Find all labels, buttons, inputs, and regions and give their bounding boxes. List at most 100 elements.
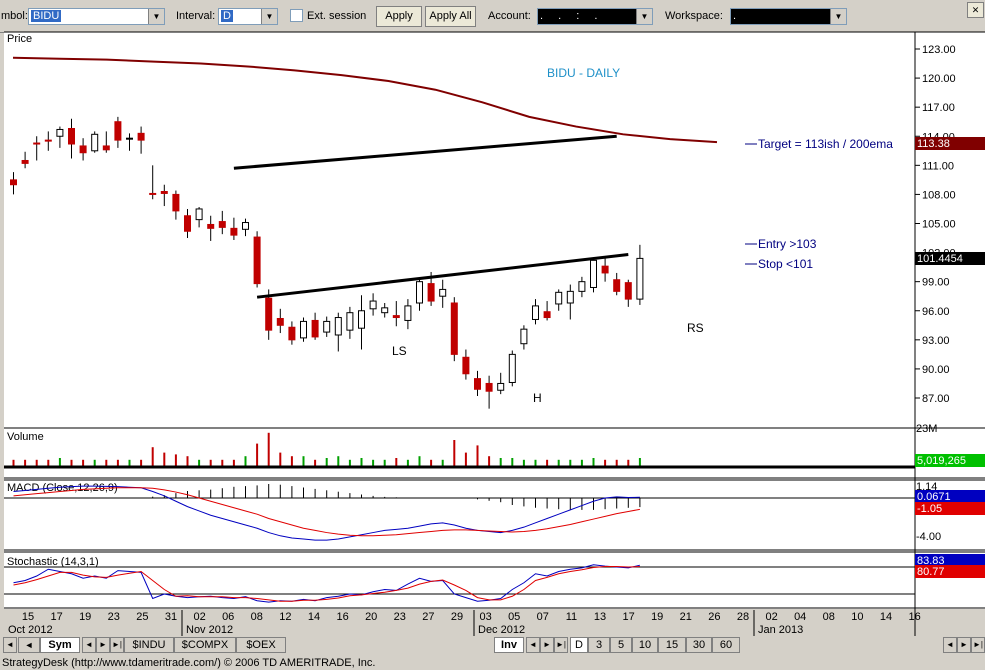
chevron-right-end-icon[interactable]: ►|	[971, 637, 985, 653]
x-tick-label: 14	[308, 611, 320, 623]
chevron-right-icon[interactable]: ►	[96, 637, 110, 653]
interval-tab-60[interactable]: 60	[712, 637, 740, 653]
interval-tab-10[interactable]: 10	[632, 637, 658, 653]
candle-body	[207, 223, 215, 229]
interval-tab-d[interactable]: D	[570, 637, 588, 653]
chevron-down-icon[interactable]: ▼	[636, 9, 652, 24]
candle-body	[149, 192, 157, 195]
candle-body	[160, 191, 168, 194]
tab-scroll-prev[interactable]: ◄	[18, 637, 40, 653]
entry-annotation: Entry >103	[758, 237, 817, 251]
close-icon[interactable]: ✕	[967, 2, 984, 18]
x-tick-label: 17	[50, 611, 62, 623]
x-month-label: Dec 2012	[478, 624, 525, 636]
x-tick-label: 04	[794, 611, 806, 623]
candle-body	[91, 133, 99, 152]
candle-body	[230, 227, 238, 236]
price-tick-label: 90.00	[922, 364, 950, 376]
interval-combo[interactable]: D ▼	[218, 8, 278, 25]
x-tick-label: 11	[566, 611, 577, 623]
candle-body	[439, 288, 447, 297]
symbol-value: BIDU	[31, 10, 62, 22]
ls-label: LS	[392, 344, 407, 358]
candle-body	[265, 297, 273, 331]
x-tick-label: 25	[136, 611, 148, 623]
tab-inv[interactable]: Inv	[494, 637, 524, 653]
interval-tab-5[interactable]: 5	[610, 637, 632, 653]
chevron-right-end-icon[interactable]: ►|	[554, 637, 568, 653]
stoch-badge-red-bg	[915, 565, 985, 578]
candle-body	[311, 319, 319, 338]
ext-session-checkbox[interactable]	[290, 9, 303, 22]
x-tick-label: 28	[737, 611, 749, 623]
candle-body	[334, 317, 342, 336]
interval-tab-3[interactable]: 3	[588, 637, 610, 653]
tab-sym[interactable]: Sym	[40, 637, 80, 653]
stochastic-panel-label: Stochastic (14,3,1)	[7, 556, 99, 568]
rs-label: RS	[687, 321, 704, 335]
interval-tab-30[interactable]: 30	[686, 637, 712, 653]
chevron-right-icon[interactable]: ►	[957, 637, 971, 653]
chevron-left-icon[interactable]: ◄	[943, 637, 957, 653]
status-bar: StrategyDesk (http://www.tdameritrade.co…	[0, 656, 985, 670]
chevron-down-icon[interactable]: ▼	[830, 9, 846, 24]
candle-body	[601, 265, 609, 274]
price-tick-label: 117.00	[922, 102, 955, 114]
candle-body	[184, 215, 191, 232]
x-tick-label: 21	[680, 611, 692, 623]
x-tick-label: 02	[765, 611, 777, 623]
symbol-label: mbol:	[1, 10, 28, 22]
candle-body	[79, 145, 87, 154]
interval-tab-15[interactable]: 15	[658, 637, 686, 653]
candle-body	[427, 283, 435, 302]
chevron-right-end-icon[interactable]: ►|	[110, 637, 124, 653]
x-tick-label: 19	[79, 611, 91, 623]
chevron-right-icon[interactable]: ►	[540, 637, 554, 653]
candle-body	[404, 305, 412, 321]
x-tick-label: 27	[422, 611, 434, 623]
price-panel-label: Price	[7, 33, 32, 45]
price-tick-label: 93.00	[922, 335, 950, 347]
chevron-left-icon[interactable]: ◄	[82, 637, 96, 653]
candle-body	[624, 282, 632, 300]
candle-body	[578, 281, 586, 292]
workspace-combo[interactable]: . ▼	[730, 8, 847, 25]
chevron-left-icon[interactable]: ◄	[526, 637, 540, 653]
last-price-badge-bg	[915, 252, 985, 265]
chevron-down-icon[interactable]: ▼	[148, 9, 164, 24]
x-month-label: Nov 2012	[186, 624, 233, 636]
candle-body	[613, 279, 621, 292]
apply-button[interactable]: Apply	[376, 6, 422, 27]
price-tick-label: 87.00	[922, 393, 950, 405]
candle-body	[520, 328, 528, 345]
candle-body	[369, 300, 377, 310]
macd-line	[13, 485, 640, 541]
candle-body	[543, 311, 551, 319]
price-tick-label: 120.00	[922, 73, 956, 85]
ema-badge: 113.38	[917, 138, 950, 150]
account-combo[interactable]: . . : . ▼	[537, 8, 653, 25]
candle-body	[44, 139, 52, 142]
trendline	[233, 134, 617, 170]
price-tick-label: 96.00	[922, 306, 950, 318]
x-tick-label: 17	[622, 611, 634, 623]
tab-oex[interactable]: $OEX	[236, 637, 286, 653]
status-text: StrategyDesk (http://www.tdameritrade.co…	[2, 657, 376, 669]
candle-body	[56, 128, 64, 137]
x-tick-label: 14	[880, 611, 892, 623]
chevron-down-icon[interactable]: ▼	[261, 9, 277, 24]
apply-all-button[interactable]: Apply All	[425, 6, 476, 27]
x-tick-label: 26	[708, 611, 720, 623]
candle-body	[242, 222, 249, 230]
symbol-combo[interactable]: BIDU ▼	[28, 8, 165, 25]
stoch-badge-blue: 83.83	[917, 555, 945, 567]
tab-indu[interactable]: $INDU	[124, 637, 174, 653]
x-tick-label: 15	[22, 611, 34, 623]
x-tick-label: 08	[823, 611, 835, 623]
x-month-label: Jan 2013	[758, 624, 803, 636]
bottom-tab-bar: ◄ ◄ Sym ◄ ► ►| $INDU $COMPX $OEX Inv ◄ ►…	[0, 636, 985, 655]
scroll-left-icon[interactable]: ◄	[3, 637, 17, 653]
candle-body	[102, 145, 110, 151]
x-tick-label: 12	[279, 611, 291, 623]
tab-compx[interactable]: $COMPX	[174, 637, 236, 653]
